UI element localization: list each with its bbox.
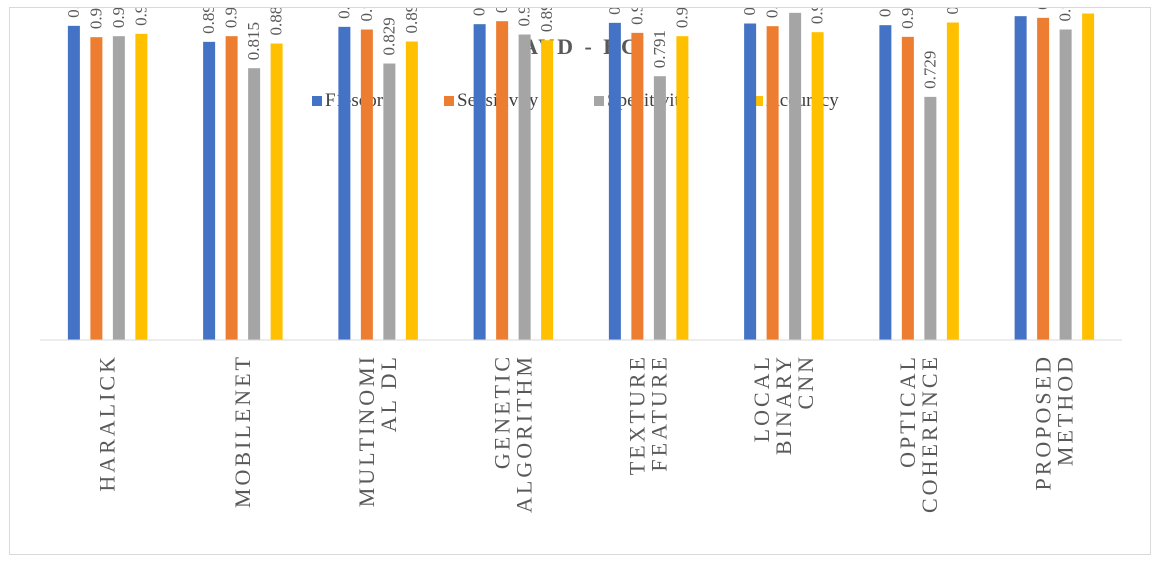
data-label-mobilenet-accuracy: 0.889 [267,8,286,36]
data-label-haralick-f1-score: 0.942 [64,8,83,18]
category-label-optical-coherence-line-2: COHERENCE [917,354,942,513]
category-label-genetic-algorithm-line-1: GENETIC [489,354,514,469]
bar-proposed-method-specitivity [1059,29,1072,340]
category-label-multinomi-al-dl-line-2: AL DL [376,354,401,432]
data-label-haralick-accuracy: 0.918 [131,8,150,26]
bar-optical-coherence-accuracy [946,22,959,341]
bar-genetic-algorithm-accuracy [541,40,554,340]
data-label-multinomi-al-dl-accuracy: 0.895 [402,8,421,34]
category-label-proposed-method-line-1: PROPOSED [1030,354,1055,490]
data-label-texture-feature-specitivity: 0.791 [650,30,669,68]
bar-genetic-algorithm-sensitivity [496,21,509,340]
data-label-mobilenet-specitivity: 0.815 [244,22,263,60]
bar-mobilenet-specitivity [248,68,261,340]
data-label-local-binary-cnn-accuracy: 0.923 [808,8,827,24]
bar-texture-feature-accuracy [676,36,689,341]
bar-multinomi-al-dl-accuracy [405,41,418,341]
data-label-texture-feature-f1-score: 0.951 [605,8,624,15]
bar-texture-feature-specitivity [653,76,666,340]
data-label-local-binary-cnn-sensitivity: 0.941 [763,8,782,18]
chart-frame: AVD - BC F1-scoreSensitivitySpecitivityA… [9,7,1151,555]
bar-proposed-method-accuracy [1082,13,1095,340]
data-label-genetic-algorithm-sensitivity: 0.956 [492,8,511,13]
data-label-optical-coherence-accuracy: 0.952 [943,8,962,15]
bar-haralick-accuracy [135,33,148,341]
data-label-multinomi-al-dl-f1-score: 0.939 [334,8,353,19]
data-label-texture-feature-sensitivity: 0.921 [627,8,646,25]
legend-label-specitivity: Specitivity [607,90,690,111]
bar-local-binary-cnn-specitivity [789,12,802,341]
bar-mobilenet-accuracy [270,43,283,341]
bar-optical-coherence-sensitivity [901,36,914,340]
category-label-local-binary-cnn-line-1: LOCAL [749,354,774,442]
bar-local-binary-cnn-f1-score [744,23,757,341]
data-label-optical-coherence-f1-score: 0.944 [875,8,894,17]
bar-multinomi-al-dl-specitivity [383,63,396,340]
data-labels-group: 0.9420.9080.9110.9180.8940.9110.8150.889… [64,8,1075,89]
data-label-proposed-method-specitivity: 0.931 [1056,8,1075,22]
legend-swatch-accuracy [753,96,763,106]
bar-genetic-algorithm-specitivity [518,34,531,340]
data-label-mobilenet-f1-score: 0.894 [199,8,218,34]
category-label-genetic-algorithm-line-2: ALGORITHM [511,354,536,513]
data-label-mobilenet-sensitivity: 0.911 [222,8,241,28]
bars-group [67,12,1095,341]
data-label-multinomi-al-dl-specitivity: 0.829 [379,17,398,55]
legend-label-f1-score: F1-score [325,90,391,111]
bar-mobilenet-f1-score [203,41,216,340]
bar-optical-coherence-specitivity [924,96,937,340]
category-label-mobilenet-line-1: MOBILENET [230,354,255,508]
data-label-haralick-specitivity: 0.911 [109,8,128,28]
legend-swatch-specitivity [594,96,604,106]
category-label-local-binary-cnn-line-3: CNN [793,354,818,409]
legend-item-f1-score: F1-score [312,90,391,111]
category-label-texture-feature-line-1: TEXTURE [625,354,650,475]
bar-proposed-method-f1-score [1014,16,1027,340]
data-label-texture-feature-accuracy: 0.911 [672,8,691,28]
legend-item-specitivity: Specitivity [594,90,690,111]
category-label-optical-coherence-line-1: OPTICAL [895,354,920,468]
bar-genetic-algorithm-f1-score [473,24,486,340]
bar-optical-coherence-f1-score [879,25,892,341]
bar-haralick-sensitivity [90,37,103,340]
bar-proposed-method-sensitivity [1037,17,1050,341]
category-label-texture-feature-line-2: FEATURE [647,354,672,472]
bar-chart: AVD - BC F1-scoreSensitivitySpecitivityA… [40,8,1122,513]
bar-haralick-specitivity [112,36,125,341]
bar-local-binary-cnn-sensitivity [766,26,779,340]
data-label-haralick-sensitivity: 0.908 [86,8,105,29]
data-label-proposed-method-sensitivity: 0.966 [1033,8,1052,10]
data-label-local-binary-cnn-f1-score: 0.949 [740,8,759,16]
bar-texture-feature-sensitivity [631,32,644,341]
data-label-optical-coherence-sensitivity: 0.909 [898,8,917,29]
data-label-genetic-algorithm-specitivity: 0.916 [515,8,534,27]
chart-title: AVD - BC [522,34,640,59]
data-label-multinomi-al-dl-sensitivity: 0.931 [357,8,376,22]
bar-texture-feature-f1-score [608,22,621,341]
bar-multinomi-al-dl-f1-score [338,26,351,340]
data-label-genetic-algorithm-f1-score: 0.947 [470,8,489,16]
category-label-haralick-line-1: HARALICK [95,354,120,492]
bar-local-binary-cnn-accuracy [811,32,824,340]
bar-multinomi-al-dl-sensitivity [360,29,373,340]
data-label-optical-coherence-specitivity: 0.729 [920,51,939,89]
category-label-multinomi-al-dl-line-1: MULTINOMI [354,354,379,507]
legend-swatch-sensitivity [444,96,454,106]
bar-haralick-f1-score [67,25,80,341]
category-label-local-binary-cnn-line-2: BINARY [771,354,796,455]
legend-swatch-f1-score [312,96,322,106]
category-label-proposed-method-line-2: METHOD [1052,354,1077,466]
bar-mobilenet-sensitivity [225,36,238,341]
data-label-genetic-algorithm-accuracy: 0.899 [537,8,556,32]
